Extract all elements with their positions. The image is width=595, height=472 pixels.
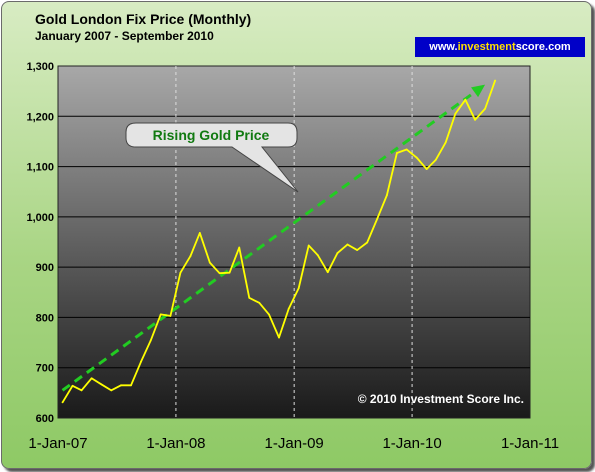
data-point: [218, 272, 221, 275]
data-point: [149, 339, 152, 342]
chart-title: Gold London Fix Price (Monthly): [35, 11, 252, 27]
data-point: [346, 243, 349, 246]
data-point: [356, 249, 359, 251]
data-point: [444, 141, 447, 144]
chart-subtitle: January 2007 - September 2010: [35, 29, 214, 43]
data-point: [110, 389, 113, 392]
data-point: [278, 336, 280, 339]
callout: Rising Gold Price: [125, 122, 299, 193]
data-point: [474, 118, 476, 121]
data-point: [287, 307, 290, 310]
data-point: [405, 148, 408, 151]
data-point: [198, 232, 201, 234]
brand-suffix: score.com: [515, 41, 571, 53]
data-point: [484, 107, 486, 110]
data-point: [90, 377, 93, 380]
y-tick-label: 1,000: [26, 212, 54, 224]
data-point: [100, 383, 103, 386]
data-point: [316, 254, 319, 256]
brand-prefix: www.: [429, 41, 458, 53]
y-tick-label: 1,200: [26, 111, 54, 123]
series-layer: [61, 79, 497, 404]
x-tick-label: 1-Jan-09: [265, 435, 324, 452]
data-point: [61, 401, 64, 404]
data-point: [366, 241, 369, 244]
y-tick-label: 700: [36, 363, 54, 375]
trend-arrow-line: [61, 91, 476, 392]
x-axis-ticks: 1-Jan-07 1-Jan-08 1-Jan-09 1-Jan-10 1-Jan-11: [28, 435, 559, 452]
data-point: [208, 261, 211, 264]
data-point: [434, 159, 437, 161]
data-point: [130, 384, 132, 387]
copyright-notice: © 2010 Investment Score Inc.: [358, 392, 524, 406]
data-point: [326, 271, 329, 274]
data-point: [159, 313, 162, 316]
data-point: [258, 301, 261, 304]
y-tick-label: 1,300: [26, 61, 54, 73]
data-point: [425, 168, 428, 170]
data-point: [248, 296, 251, 299]
data-point: [385, 194, 388, 197]
data-point: [395, 152, 398, 154]
data-point: [238, 246, 241, 249]
data-point: [494, 79, 497, 82]
data-point: [415, 156, 418, 159]
y-axis-ticks: 600 700 800 900 1,000 1,100 1,200 1,300: [26, 61, 54, 425]
x-tick-label: 1-Jan-08: [146, 435, 205, 452]
callout-text: Rising Gold Price: [153, 127, 270, 143]
data-point: [268, 313, 270, 316]
y-tick-label: 600: [36, 413, 54, 425]
trend-arrow: [61, 84, 486, 392]
grid: [58, 66, 530, 418]
callout-bubble: [125, 122, 299, 193]
data-point: [464, 98, 467, 101]
brand-badge[interactable]: www.investmentscore.com: [415, 37, 585, 57]
data-point: [169, 315, 172, 317]
data-point: [140, 360, 142, 363]
y-tick-label: 800: [36, 312, 54, 324]
y-tick-label: 900: [36, 262, 54, 274]
data-point: [120, 384, 122, 387]
data-point: [454, 112, 457, 115]
data-point: [80, 389, 83, 392]
brand-highlight: investment: [457, 41, 516, 53]
trend-arrow-head: [471, 84, 486, 98]
data-point: [179, 271, 182, 274]
data-point: [71, 384, 74, 387]
y-tick-label: 1,100: [26, 162, 54, 174]
x-tick-label: 1-Jan-11: [501, 435, 559, 452]
data-point: [297, 287, 300, 290]
data-point: [336, 252, 339, 254]
data-point: [189, 255, 192, 257]
data-point: [376, 217, 379, 220]
data-point: [307, 244, 310, 247]
x-tick-label: 1-Jan-10: [382, 435, 441, 452]
data-point: [228, 271, 231, 274]
x-tick-label: 1-Jan-07: [28, 435, 87, 452]
